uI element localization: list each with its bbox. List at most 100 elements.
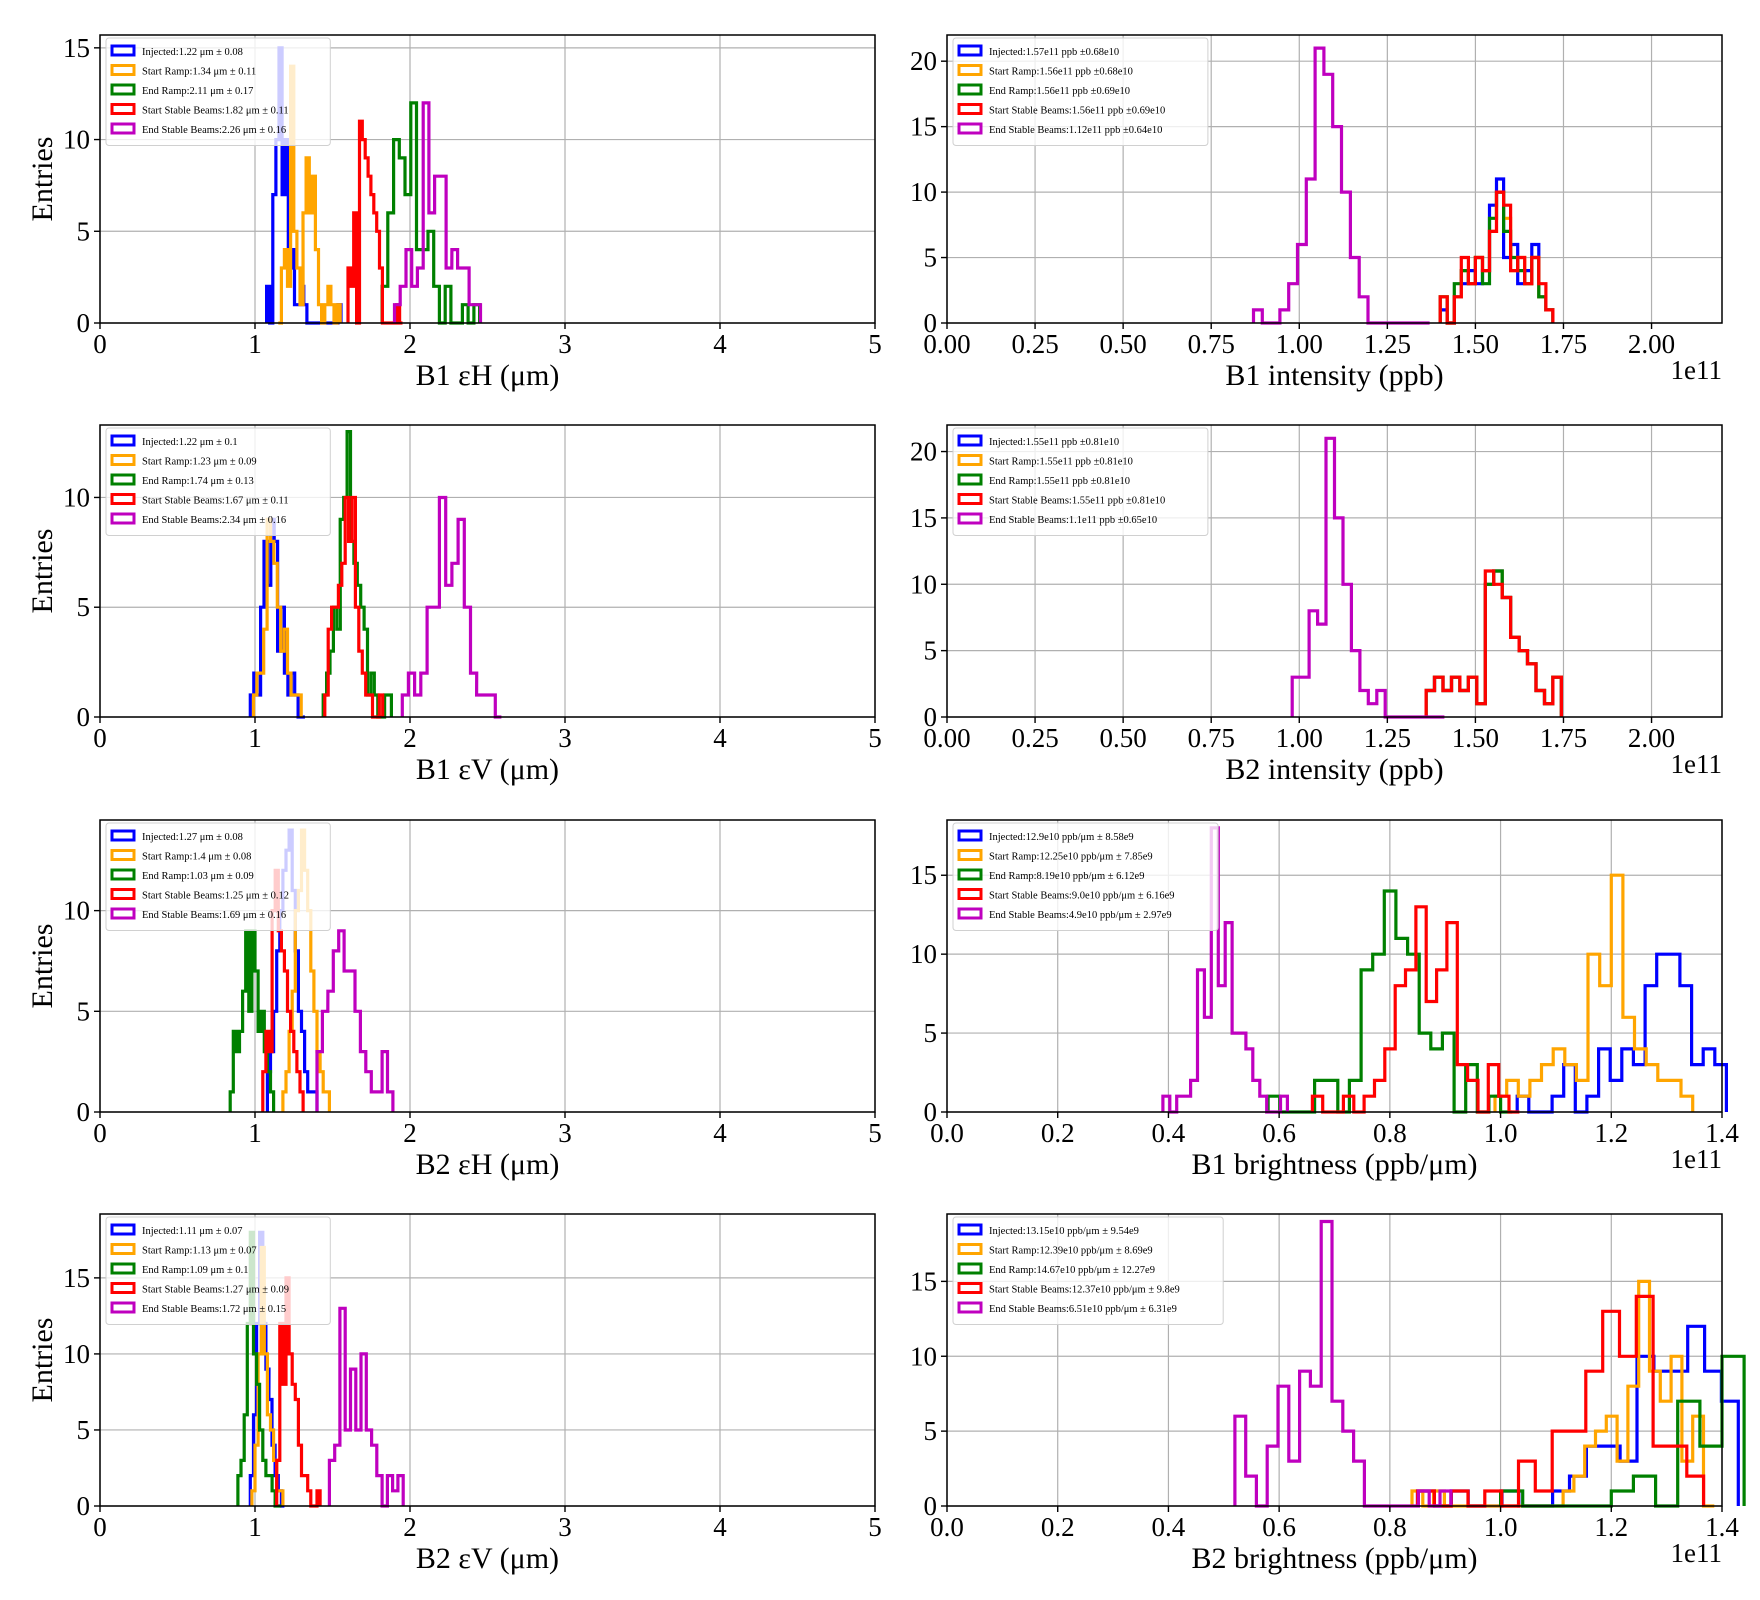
x-tick-label: 1.4: [1705, 1118, 1739, 1148]
legend-entry-end-ramp: End Ramp:14.67e10 ppb/μm ± 12.27e9: [989, 1265, 1155, 1276]
histogram-end-stable-beams: [327, 1306, 405, 1508]
y-tick-label: 0: [77, 1491, 91, 1521]
legend-swatch: [110, 1282, 136, 1294]
legend-swatch: [957, 122, 983, 135]
legend-swatch: [957, 473, 983, 486]
x-tick-label: 1.0: [1484, 1512, 1518, 1542]
x-tick-label: 5: [868, 1118, 882, 1148]
axes-frame: [946, 34, 1723, 324]
legend-entry-end-stable-beams: End Stable Beams:2.26 μm ± 0.16: [142, 125, 286, 136]
legend-swatch: [957, 849, 983, 861]
histogram-injected: [1515, 952, 1728, 1114]
panel-b2-eh: 0 1 2 3 4 5 0 5 10 B2 εH (μm) Entries Injected:1.27…: [26, 819, 882, 1181]
legend-swatch: [110, 829, 136, 842]
histogram-end-stable-beams: [1233, 1219, 1453, 1508]
legend-swatch: [957, 829, 983, 842]
histogram-end-ramp: [236, 1230, 282, 1508]
panel-b1-eh: 0 1 2 3 4 5 0 5 10 15 B1 εH (μm) Entries Injected:1.…: [26, 33, 882, 392]
legend-entry-start-stable-beams: Start Stable Beams:1.82 μm ± 0.11: [142, 106, 289, 117]
panel-b2-intensity: 0.00 0.25 0.50 0.75 1.00 1.25 1.50 1.75 2.00 0 5 10…: [910, 424, 1723, 786]
y-tick-label: 5: [924, 243, 938, 273]
y-tick-label: 15: [910, 860, 937, 890]
y-tick-label: 0: [77, 1097, 91, 1127]
x-tick-label: 5: [868, 1512, 882, 1542]
legend-swatch: [957, 1301, 983, 1314]
legend-entry-start-stable-beams: Start Stable Beams:12.37e10 ppb/μm ± 9.8…: [989, 1285, 1180, 1296]
x-tick-label: 0.25: [1011, 723, 1058, 753]
y-tick-label: 5: [924, 1416, 938, 1446]
legend-entry-end-ramp: End Ramp:1.09 μm ± 0.1: [142, 1265, 248, 1276]
legend-swatch: [110, 1243, 136, 1255]
x-tick-label: 0.4: [1152, 1118, 1186, 1148]
legend-swatch: [957, 493, 983, 505]
x-tick-label: 0: [93, 1512, 107, 1542]
legend: Injected:1.22 μm ± 0.08 Start Ramp:1.34 μ…: [105, 37, 331, 146]
y-tick-label: 10: [910, 569, 937, 599]
x-tick-label: 1.00: [1276, 723, 1323, 753]
legend-entry-start-stable-beams: Start Stable Beams:9.0e10 ppb/μm ± 6.16e…: [989, 891, 1175, 902]
y-tick-label: 10: [63, 482, 90, 512]
histogram-start-stable-beams: [1415, 1294, 1706, 1508]
x-tick-label: 2.00: [1628, 723, 1675, 753]
legend: Injected:1.57e11 ppb ±0.68e10 Start Ramp:…: [952, 37, 1209, 146]
x-axis-label: B2 brightness (ppb/μm): [1191, 1542, 1477, 1575]
axes-frame: [946, 1213, 1723, 1507]
x-tick-label: 1.25: [1364, 723, 1411, 753]
x-tick-label: 1.75: [1540, 723, 1587, 753]
legend-swatch: [957, 1282, 983, 1294]
x-tick-label: 1: [248, 1512, 262, 1542]
y-tick-label: 10: [910, 1341, 937, 1371]
legend-entry-start-stable-beams: Start Stable Beams:1.27 μm ± 0.09: [142, 1285, 289, 1296]
x-axis-label: B1 εH (μm): [416, 359, 560, 392]
x-tick-label: 0.8: [1373, 1512, 1407, 1542]
x-tick-label: 0.50: [1100, 329, 1147, 359]
x-tick-label: 0.0: [930, 1118, 964, 1148]
x-tick-label: 1.50: [1452, 329, 1499, 359]
legend-entry-end-stable-beams: End Stable Beams:1.69 μm ± 0.16: [142, 910, 286, 921]
legend-entry-end-stable-beams: End Stable Beams:1.12e11 ppb ±0.64e10: [989, 125, 1162, 136]
legend-swatch: [110, 103, 136, 115]
legend: Injected:1.27 μm ± 0.08 Start Ramp:1.4 μm…: [105, 822, 331, 931]
legend-swatch: [110, 44, 136, 57]
legend-swatch: [110, 1301, 136, 1314]
legend-entry-end-ramp: End Ramp:2.11 μm ± 0.17: [142, 86, 253, 97]
histogram-start-ramp: [278, 64, 342, 325]
x-tick-label: 3: [558, 329, 572, 359]
x-tick-label: 1.00: [1276, 329, 1323, 359]
legend-entry-end-ramp: End Ramp:1.56e11 ppb ±0.69e10: [989, 86, 1130, 97]
legend: Injected:1.11 μm ± 0.07 Start Ramp:1.13 μ…: [105, 1216, 331, 1325]
x-tick-label: 0.00: [923, 723, 970, 753]
y-tick-label: 5: [924, 636, 938, 666]
x-tick-label: 1.2: [1594, 1512, 1628, 1542]
legend-entry-start-ramp: Start Ramp:1.55e11 ppb ±0.81e10: [989, 457, 1133, 468]
panel-b1-intensity: 0.00 0.25 0.50 0.75 1.00 1.25 1.50 1.75 2.00 0 5 10…: [910, 34, 1723, 392]
y-axis-label: Entries: [26, 1318, 59, 1403]
histogram-end-stable-beams: [400, 495, 502, 719]
y-axis-label: Entries: [26, 137, 59, 222]
x-axis-label: B1 brightness (ppb/μm): [1191, 1148, 1477, 1181]
legend-swatch: [957, 512, 983, 525]
axes-frame: [99, 1213, 876, 1507]
y-tick-label: 0: [924, 702, 938, 732]
legend-entry-injected: Injected:1.57e11 ppb ±0.68e10: [989, 47, 1119, 58]
legend: Injected:12.9e10 ppb/μm ± 8.58e9 Start Ra…: [952, 822, 1219, 931]
legend-box: [952, 427, 1209, 536]
legend-box: [105, 427, 331, 536]
legend-entry-injected: Injected:1.22 μm ± 0.08: [142, 47, 243, 58]
y-tick-label: 5: [924, 1018, 938, 1048]
legend-swatch: [110, 868, 136, 881]
legend-box: [952, 1216, 1224, 1325]
legend-entry-start-ramp: Start Ramp:1.34 μm ± 0.11: [142, 67, 256, 78]
axes-frame: [99, 34, 876, 324]
legend-entry-end-stable-beams: End Stable Beams:1.72 μm ± 0.15: [142, 1304, 286, 1315]
legend-box: [952, 822, 1219, 931]
legend-swatch: [957, 434, 983, 447]
panel-b1-ev: 0 1 2 3 4 5 0 5 10 B1 εV (μm) Entries Injected:1.22…: [26, 424, 882, 786]
legend-entry-end-stable-beams: End Stable Beams:4.9e10 ppb/μm ± 2.97e9: [989, 910, 1172, 921]
legend-entry-end-ramp: End Ramp:1.03 μm ± 0.09: [142, 871, 254, 882]
x-axis-label: B2 εV (μm): [416, 1542, 559, 1575]
histogram-end-stable-beams: [392, 101, 483, 323]
x-tick-label: 1.50: [1452, 723, 1499, 753]
panel-b1-brightness: 0.0 0.2 0.4 0.6 0.8 1.0 1.2 1.4 0 5 10 15 B1 brightn…: [910, 819, 1739, 1181]
x-tick-label: 4: [713, 723, 727, 753]
